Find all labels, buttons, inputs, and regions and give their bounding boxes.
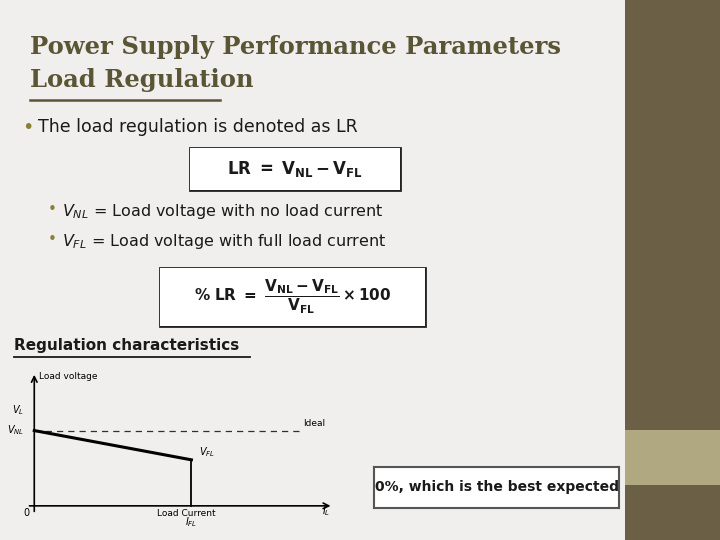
Text: Load Current: Load Current bbox=[157, 509, 216, 518]
Text: $V_{FL}$: $V_{FL}$ bbox=[199, 445, 215, 459]
Text: Regulation characteristics: Regulation characteristics bbox=[14, 338, 239, 353]
Text: Ideal: Ideal bbox=[303, 420, 325, 428]
Bar bbox=[160, 268, 425, 326]
Text: $V_L$: $V_L$ bbox=[12, 403, 24, 416]
Text: •: • bbox=[48, 202, 57, 217]
Text: $I_{FL}$: $I_{FL}$ bbox=[185, 515, 197, 529]
Text: $V_{FL}$ = Load voltage with full load current: $V_{FL}$ = Load voltage with full load c… bbox=[62, 232, 387, 251]
Text: $\mathbf{LR \ = \ V_{NL} - V_{FL}}$: $\mathbf{LR \ = \ V_{NL} - V_{FL}}$ bbox=[227, 159, 363, 179]
Text: $V_{NL}$: $V_{NL}$ bbox=[7, 424, 24, 437]
Bar bbox=[190, 148, 400, 190]
Text: 0%, which is the best expected: 0%, which is the best expected bbox=[375, 481, 618, 494]
Bar bbox=[625, 485, 720, 540]
Text: Load voltage: Load voltage bbox=[40, 372, 98, 381]
Text: Load Regulation: Load Regulation bbox=[30, 68, 253, 92]
Text: $V_{NL}$ = Load voltage with no load current: $V_{NL}$ = Load voltage with no load cur… bbox=[62, 202, 384, 221]
Bar bbox=[625, 430, 720, 485]
Text: •: • bbox=[22, 118, 33, 137]
Text: Power Supply Performance Parameters: Power Supply Performance Parameters bbox=[30, 35, 561, 59]
Bar bbox=[625, 0, 720, 430]
Text: The load regulation is denoted as LR: The load regulation is denoted as LR bbox=[38, 118, 358, 136]
Text: •: • bbox=[48, 232, 57, 247]
Text: $I_L$: $I_L$ bbox=[322, 504, 330, 518]
Text: $\mathbf{\% \ LR \ = \ \dfrac{V_{NL} - V_{FL}}{V_{FL}} \times 100}$: $\mathbf{\% \ LR \ = \ \dfrac{V_{NL} - V… bbox=[194, 278, 391, 316]
Text: 0: 0 bbox=[24, 508, 30, 518]
